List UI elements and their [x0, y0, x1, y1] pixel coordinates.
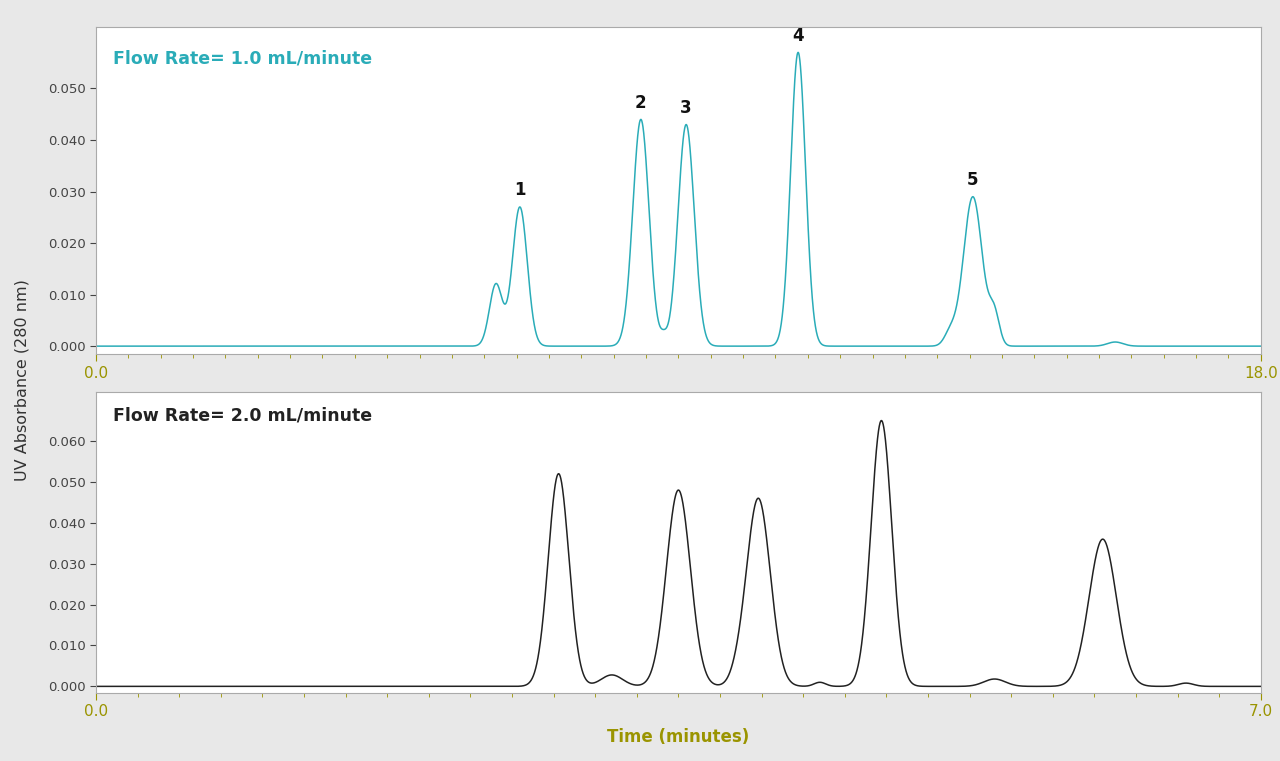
- Text: 3: 3: [681, 99, 692, 117]
- Text: Flow Rate= 1.0 mL/minute: Flow Rate= 1.0 mL/minute: [114, 49, 372, 68]
- Text: 1: 1: [515, 181, 526, 199]
- Text: UV Absorbance (280 nm): UV Absorbance (280 nm): [14, 279, 29, 482]
- Text: Flow Rate= 2.0 mL/minute: Flow Rate= 2.0 mL/minute: [114, 407, 372, 425]
- X-axis label: Time (minutes): Time (minutes): [607, 728, 750, 746]
- Text: 5: 5: [968, 171, 979, 189]
- Text: 4: 4: [792, 27, 804, 45]
- Text: 2: 2: [635, 94, 646, 112]
